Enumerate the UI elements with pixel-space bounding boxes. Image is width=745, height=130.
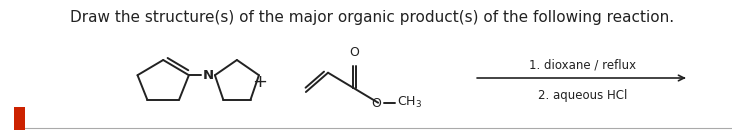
Text: CH$_3$: CH$_3$ — [397, 95, 422, 110]
Text: O: O — [349, 46, 359, 59]
FancyBboxPatch shape — [13, 107, 25, 130]
Text: 2. aqueous HCl: 2. aqueous HCl — [538, 89, 627, 102]
Text: N: N — [203, 69, 214, 82]
Text: +: + — [252, 73, 267, 91]
Text: 1. dioxane / reflux: 1. dioxane / reflux — [529, 58, 636, 72]
Text: Draw the structure(s) of the major organic product(s) of the following reaction.: Draw the structure(s) of the major organ… — [70, 10, 674, 25]
Text: O: O — [371, 97, 381, 110]
